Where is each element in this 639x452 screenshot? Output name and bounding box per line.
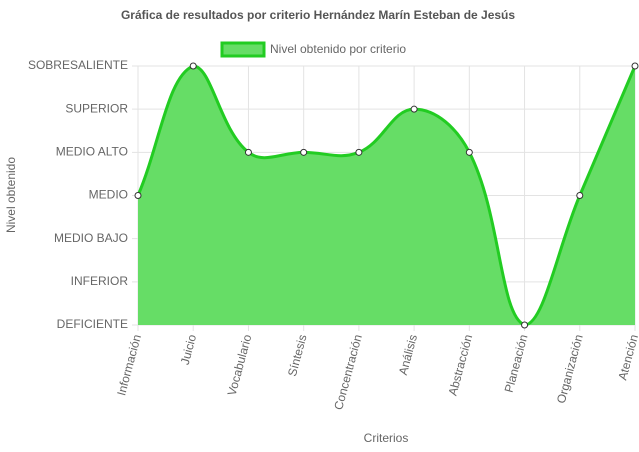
- x-tick-label: Planeación: [502, 333, 531, 394]
- legend-label: Nivel obtenido por criterio: [270, 42, 406, 56]
- x-tick-label: Información: [114, 333, 144, 397]
- chart-title: Gráfica de resultados por criterio Herná…: [121, 8, 515, 22]
- x-axis-title: Criterios: [364, 431, 409, 445]
- x-tick-label: Concentración: [331, 333, 365, 411]
- point: [465, 148, 473, 156]
- y-tick-label: INFERIOR: [71, 274, 129, 288]
- y-tick-label: SUPERIOR: [65, 101, 128, 115]
- y-tick-label: DEFICIENTE: [57, 317, 128, 331]
- x-tick-label: Análisis: [396, 333, 420, 377]
- point: [189, 62, 197, 70]
- point: [244, 148, 252, 156]
- x-tick-label: Atención: [615, 333, 639, 382]
- point: [134, 192, 142, 199]
- x-tick-label: Síntesis: [285, 333, 310, 378]
- y-tick-label: MEDIO ALTO: [56, 145, 128, 159]
- y-tick-label: SOBRESALIENTE: [28, 58, 128, 72]
- x-tick-label: Abstracción: [446, 333, 476, 397]
- y-axis-title: Nivel obtenido: [4, 157, 18, 233]
- point: [631, 62, 639, 70]
- point: [300, 148, 308, 156]
- point: [521, 321, 529, 329]
- y-tick-label: MEDIO BAJO: [54, 231, 128, 245]
- y-tick-label: MEDIO: [89, 188, 128, 202]
- legend-swatch: [220, 41, 266, 58]
- x-tick-label: Vocabulario: [225, 333, 255, 398]
- area-fill: [138, 66, 635, 325]
- point: [576, 192, 584, 199]
- point: [410, 105, 418, 113]
- point: [355, 148, 363, 156]
- x-tick-label: Organización: [554, 333, 586, 405]
- x-tick-label: Juicio: [178, 333, 200, 367]
